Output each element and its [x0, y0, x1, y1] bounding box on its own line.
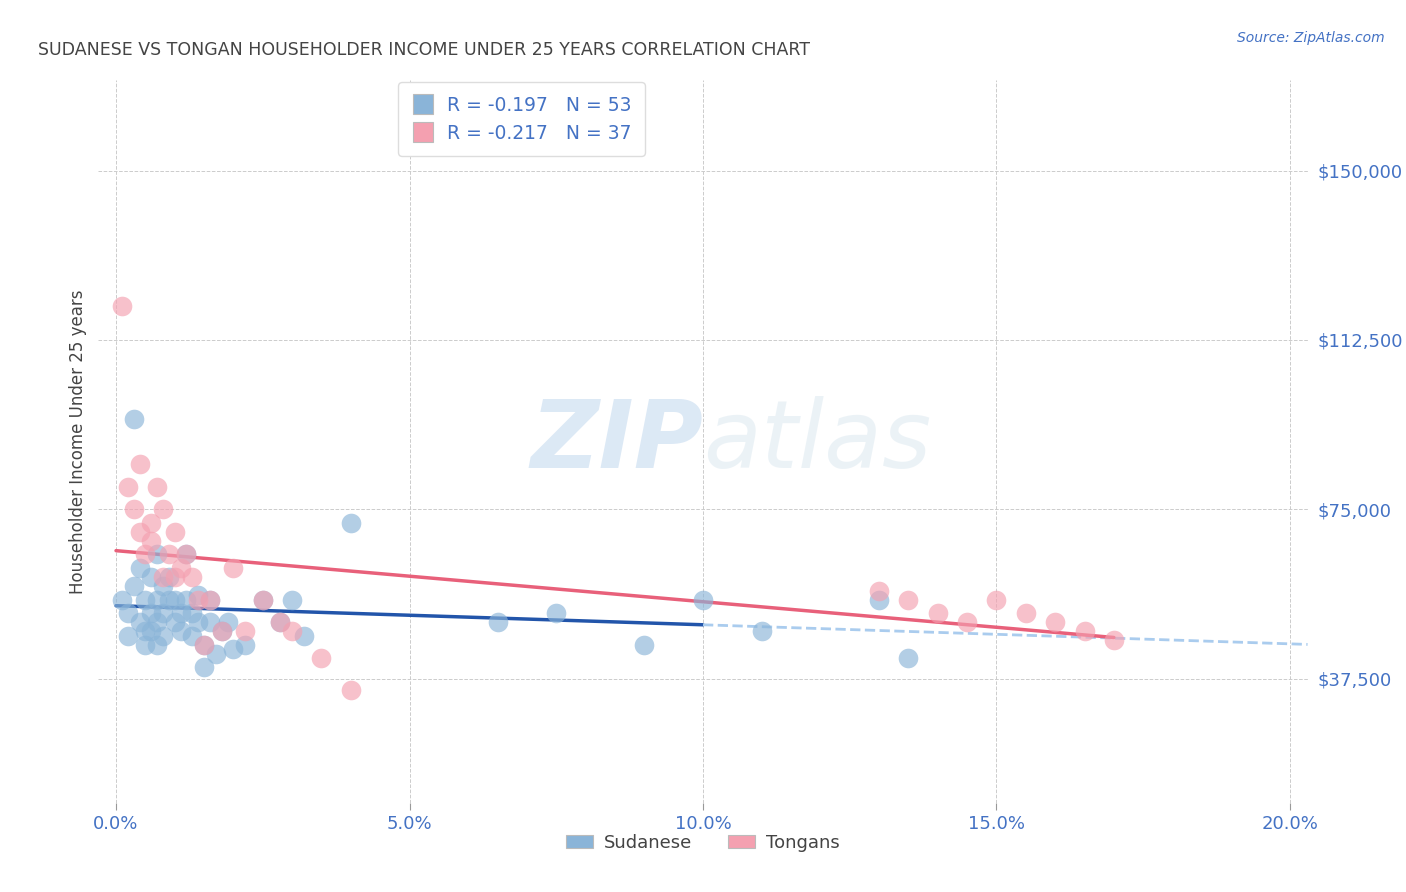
Point	[187, 615, 209, 630]
Point	[633, 638, 655, 652]
Point	[128, 457, 150, 471]
Point	[233, 624, 256, 639]
Point	[152, 629, 174, 643]
Point	[868, 592, 890, 607]
Point	[146, 548, 169, 562]
Point	[181, 606, 204, 620]
Point	[1102, 633, 1125, 648]
Point	[141, 570, 163, 584]
Point	[198, 592, 221, 607]
Point	[134, 638, 156, 652]
Point	[117, 606, 139, 620]
Point	[163, 615, 186, 630]
Point	[193, 638, 215, 652]
Point	[146, 480, 169, 494]
Point	[546, 606, 568, 620]
Point	[152, 606, 174, 620]
Point	[163, 524, 186, 539]
Point	[198, 615, 221, 630]
Point	[141, 533, 163, 548]
Text: SUDANESE VS TONGAN HOUSEHOLDER INCOME UNDER 25 YEARS CORRELATION CHART: SUDANESE VS TONGAN HOUSEHOLDER INCOME UN…	[38, 41, 810, 59]
Point	[128, 561, 150, 575]
Point	[152, 570, 174, 584]
Point	[340, 516, 363, 530]
Point	[146, 592, 169, 607]
Point	[134, 548, 156, 562]
Point	[122, 412, 145, 426]
Point	[157, 592, 180, 607]
Point	[897, 592, 920, 607]
Point	[134, 592, 156, 607]
Point	[252, 592, 274, 607]
Point	[986, 592, 1008, 607]
Point	[146, 638, 169, 652]
Point	[146, 615, 169, 630]
Point	[152, 502, 174, 516]
Point	[311, 651, 333, 665]
Point	[187, 592, 209, 607]
Point	[111, 299, 134, 313]
Point	[1073, 624, 1095, 639]
Point	[169, 624, 191, 639]
Point	[751, 624, 773, 639]
Point	[181, 570, 204, 584]
Y-axis label: Householder Income Under 25 years: Householder Income Under 25 years	[69, 289, 87, 594]
Point	[233, 638, 256, 652]
Point	[176, 548, 198, 562]
Point	[193, 638, 215, 652]
Point	[128, 524, 150, 539]
Point	[204, 647, 226, 661]
Point	[181, 629, 204, 643]
Point	[211, 624, 233, 639]
Point	[122, 579, 145, 593]
Point	[117, 629, 139, 643]
Point	[927, 606, 949, 620]
Point	[198, 592, 221, 607]
Point	[269, 615, 291, 630]
Point	[152, 579, 174, 593]
Legend: Sudanese, Tongans: Sudanese, Tongans	[558, 826, 848, 859]
Point	[163, 592, 186, 607]
Point	[122, 502, 145, 516]
Text: atlas: atlas	[703, 396, 931, 487]
Text: Source: ZipAtlas.com: Source: ZipAtlas.com	[1237, 31, 1385, 45]
Point	[211, 624, 233, 639]
Point	[281, 624, 304, 639]
Point	[169, 606, 191, 620]
Text: ZIP: ZIP	[530, 395, 703, 488]
Point	[692, 592, 714, 607]
Point	[956, 615, 979, 630]
Point	[187, 588, 209, 602]
Point	[868, 583, 890, 598]
Point	[222, 561, 245, 575]
Point	[169, 561, 191, 575]
Point	[1043, 615, 1066, 630]
Point	[128, 615, 150, 630]
Point	[141, 624, 163, 639]
Point	[141, 516, 163, 530]
Point	[217, 615, 239, 630]
Point	[222, 642, 245, 657]
Point	[141, 606, 163, 620]
Point	[252, 592, 274, 607]
Point	[897, 651, 920, 665]
Point	[269, 615, 291, 630]
Point	[292, 629, 315, 643]
Point	[111, 592, 134, 607]
Point	[176, 592, 198, 607]
Point	[117, 480, 139, 494]
Point	[486, 615, 509, 630]
Point	[340, 682, 363, 697]
Point	[1015, 606, 1038, 620]
Point	[176, 548, 198, 562]
Point	[163, 570, 186, 584]
Point	[193, 660, 215, 674]
Point	[281, 592, 304, 607]
Point	[157, 548, 180, 562]
Point	[157, 570, 180, 584]
Point	[134, 624, 156, 639]
